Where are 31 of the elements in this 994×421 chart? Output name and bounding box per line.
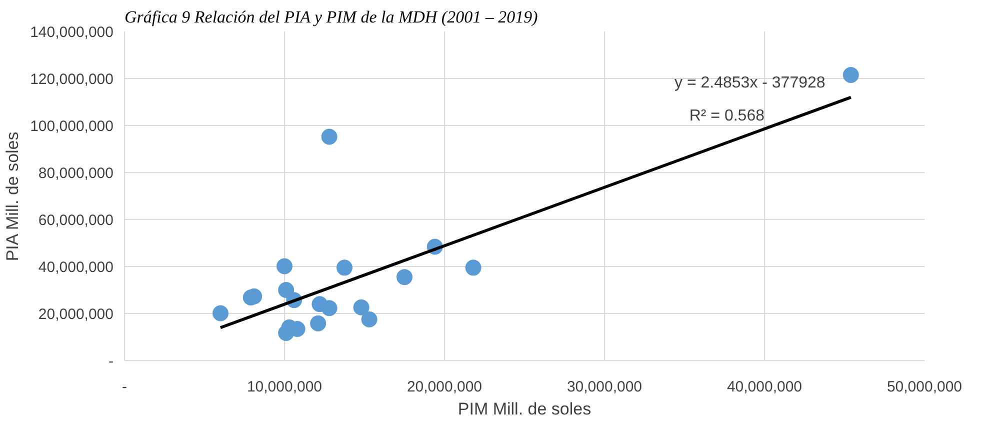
point (842, 66, 859, 83)
y-tick-label: 20,000,000 (38, 306, 114, 323)
y-tick-label: 120,000,000 (30, 71, 114, 88)
y-tick-label: 80,000,000 (38, 165, 114, 182)
point (212, 305, 228, 322)
x-tick-label: 50,000,000 (886, 378, 962, 396)
y-tick-label: - (108, 353, 114, 370)
point (361, 311, 378, 328)
point (321, 128, 338, 145)
annotation: R² = 0.568 (689, 108, 765, 125)
y-tick-label: 40,000,000 (38, 259, 114, 276)
point (310, 315, 326, 332)
point (321, 300, 338, 316)
point (276, 258, 292, 274)
x-tick-label: - (122, 378, 127, 396)
y-axis-title: PIA Mill. de soles (3, 132, 22, 262)
y-tick-label: 100,000,000 (30, 118, 114, 135)
point (465, 260, 482, 276)
x-tick-label: 20,000,000 (406, 378, 482, 396)
point (353, 299, 370, 316)
x-tick-label: 40,000,000 (726, 378, 802, 396)
x-tick-label: 30,000,000 (566, 378, 642, 396)
y-tick-label: 140,000,000 (30, 24, 114, 41)
chart-title: Gráfica 9 Relación del PIA y PIM de la MDH (2001 – 2019) (124, 8, 538, 26)
point (396, 269, 412, 286)
x-axis-title: PIM Mill. de soles (458, 400, 592, 418)
point (278, 282, 294, 298)
annotation: y = 2.4853x - 377928 (674, 74, 826, 92)
point (336, 260, 352, 276)
x-tick-label: 10,000,000 (246, 378, 322, 396)
y-tick-label: 60,000,000 (38, 212, 114, 229)
